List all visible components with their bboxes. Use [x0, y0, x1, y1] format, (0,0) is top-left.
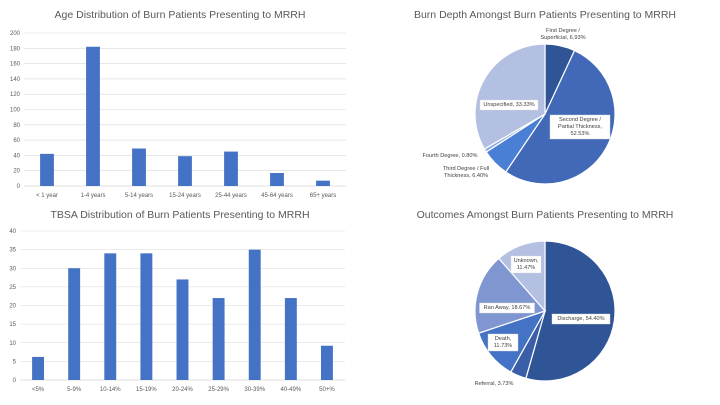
age-x-tick-label: 45-64 years — [261, 193, 293, 199]
age-y-tick-label: 140 — [10, 77, 21, 83]
depth-pie-labels: First Degree / Superficial, 6.93% Second D… — [422, 28, 611, 179]
age-chart-title: Age Distribution of Burn Patients Presen… — [55, 9, 306, 21]
outcome-label-box — [551, 313, 611, 325]
age-y-tick-label: 20 — [13, 169, 20, 175]
outcome-label-box — [510, 255, 542, 274]
age-x-tick-label: 15-24 years — [169, 193, 201, 199]
depth-slice-label: Third Degree / Full Thickness, 6.40% — [443, 166, 489, 179]
age-bar — [40, 153, 54, 186]
outcome-pie-chart: Outcomes Amongst Burn Patients Presentin… — [417, 209, 674, 387]
tbsa-bar — [248, 249, 261, 380]
outcome-slice-label: Discharge, 54.40% — [557, 316, 604, 322]
burn-depth-pie-chart: Burn Depth Amongst Burn Patients Present… — [414, 9, 676, 185]
tbsa-x-tick-label: 25-29% — [208, 387, 229, 393]
age-bar — [316, 180, 330, 186]
outcome-slice-label: Unknown, 11.47% — [514, 258, 539, 271]
tbsa-bar — [68, 268, 81, 380]
age-bar — [270, 172, 284, 186]
tbsa-bar — [320, 345, 333, 380]
age-bar — [224, 151, 238, 186]
tbsa-x-tick-label: 40-49% — [280, 387, 301, 393]
depth-pie-slices — [474, 43, 616, 185]
tbsa-bar — [140, 253, 153, 380]
tbsa-x-tick-label: 50+% — [319, 387, 335, 393]
outcome-slice-label: Death, 11.73% — [494, 336, 513, 349]
outcome-pie-labels: Discharge, 54.40% Referral, 3.73% Death, 11… — [475, 255, 611, 387]
depth-slice-label: Fourth Degree, 0.80% — [422, 153, 477, 159]
age-bar — [178, 156, 192, 186]
depth-slice-label: Second Degree / Partial Thickness, 52.53% — [558, 117, 602, 137]
tbsa-y-tick-label: 30 — [9, 266, 16, 272]
tbsa-chart-x-labels: <5% 5-9% 10-14% 15-19% 20-24% 25-29% 30-39% 40-… — [32, 387, 335, 393]
tbsa-y-tick-label: 20 — [9, 304, 16, 310]
tbsa-bar — [212, 298, 225, 380]
tbsa-y-tick-label: 35 — [9, 248, 16, 254]
tbsa-bar — [284, 298, 297, 380]
age-chart-x-labels: < 1 year 1-4 years 5-14 years 15-24 years 25… — [36, 193, 336, 199]
age-bar — [132, 148, 146, 186]
age-y-tick-label: 180 — [10, 46, 21, 52]
tbsa-bar — [176, 279, 189, 380]
age-bar — [86, 46, 100, 186]
age-x-tick-label: < 1 year — [36, 193, 58, 199]
depth-label-box — [479, 99, 539, 111]
outcome-slice-label: Referral, 3.73% — [475, 381, 514, 387]
age-x-tick-label: 65+ years — [310, 193, 337, 199]
outcome-label-box — [479, 302, 535, 314]
age-chart-grid: 0 20 40 60 80 100 120 140 160 180 200 — [10, 31, 346, 190]
age-y-tick-label: 160 — [10, 62, 21, 68]
tbsa-y-tick-label: 5 — [13, 359, 17, 365]
depth-slice — [474, 43, 546, 150]
age-y-tick-label: 40 — [13, 153, 20, 159]
age-y-tick-label: 120 — [10, 92, 21, 98]
depth-label-box — [549, 114, 611, 140]
tbsa-y-tick-label: 0 — [13, 378, 17, 384]
outcome-label-box — [487, 333, 519, 352]
outcome-slice — [474, 257, 547, 334]
age-y-tick-label: 80 — [13, 123, 20, 129]
outcome-slice — [525, 240, 616, 382]
age-x-tick-label: 1-4 years — [80, 193, 105, 199]
age-distribution-chart: Age Distribution of Burn Patients Presen… — [10, 9, 346, 199]
age-y-tick-label: 0 — [17, 184, 21, 190]
outcome-chart-title: Outcomes Amongst Burn Patients Presentin… — [417, 209, 674, 221]
tbsa-x-tick-label: 5-9% — [67, 387, 82, 393]
tbsa-x-tick-label: 20-24% — [172, 387, 193, 393]
tbsa-y-tick-label: 25 — [9, 285, 16, 291]
tbsa-chart-title: TBSA Distribution of Burn Patients Prese… — [50, 209, 309, 221]
age-y-tick-label: 60 — [13, 138, 20, 144]
age-y-tick-label: 100 — [10, 108, 21, 114]
tbsa-y-tick-label: 15 — [9, 322, 16, 328]
tbsa-distribution-chart: TBSA Distribution of Burn Patients Prese… — [9, 209, 345, 393]
tbsa-x-tick-label: 30-39% — [244, 387, 265, 393]
tbsa-bar — [32, 356, 45, 380]
age-x-tick-label: 5-14 years — [125, 193, 153, 199]
depth-slice-label: First Degree / Superficial, 6.93% — [540, 28, 585, 41]
tbsa-x-tick-label: <5% — [32, 387, 45, 393]
tbsa-y-tick-label: 10 — [9, 341, 16, 347]
tbsa-x-tick-label: 15-19% — [136, 387, 157, 393]
depth-chart-title: Burn Depth Amongst Burn Patients Present… — [414, 9, 676, 21]
tbsa-y-tick-label: 40 — [9, 229, 16, 235]
depth-slice-label: Unspecified, 33.33% — [483, 102, 534, 108]
age-y-tick-label: 200 — [10, 31, 21, 37]
tbsa-x-tick-label: 10-14% — [100, 387, 121, 393]
age-x-tick-label: 25-44 years — [215, 193, 247, 199]
tbsa-bar — [104, 253, 117, 380]
outcome-slice-label: Ran Away, 18.67% — [484, 305, 531, 311]
age-chart-bars — [40, 46, 330, 186]
tbsa-chart-bars — [32, 249, 333, 380]
